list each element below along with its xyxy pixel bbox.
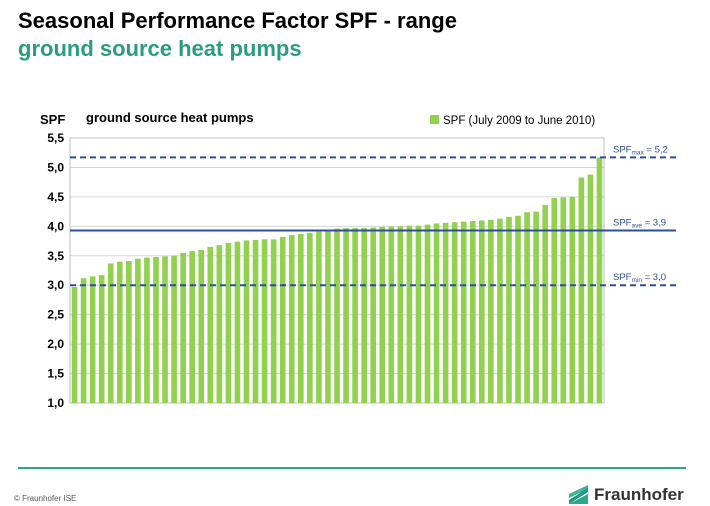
bar <box>506 216 512 403</box>
bar <box>379 226 386 403</box>
bar <box>153 256 159 403</box>
bar <box>560 197 567 403</box>
bar <box>370 227 377 403</box>
bar <box>288 235 295 403</box>
bar <box>216 245 223 403</box>
bar <box>234 241 241 403</box>
bar <box>578 177 585 403</box>
y-tick-label: 2,5 <box>47 308 64 322</box>
fraunhofer-logo: Fraunhofer <box>568 484 684 506</box>
bar <box>71 286 78 403</box>
bar <box>243 240 250 403</box>
bar <box>442 222 449 403</box>
reference-label-min: SPFmin = 3,0 <box>613 272 666 284</box>
bar <box>524 212 530 403</box>
y-tick-label: 2,0 <box>47 337 64 351</box>
bar <box>126 261 132 403</box>
reference-lines: SPFmax = 5,2 SPFave = 3,9 SPFmin = 3,0 <box>70 144 676 287</box>
bar <box>198 249 205 403</box>
bar <box>297 233 304 403</box>
bar <box>144 257 150 403</box>
logo-text: Fraunhofer <box>594 485 684 504</box>
bar <box>135 258 141 403</box>
bar <box>497 218 503 403</box>
bar <box>424 224 431 403</box>
page-subtitle: ground source heat pumps <box>18 36 302 61</box>
bar <box>116 261 123 403</box>
bar <box>397 226 404 403</box>
y-tick-label: 5,5 <box>47 131 64 145</box>
bar <box>279 236 286 403</box>
y-tick-label: 5,0 <box>47 160 64 174</box>
bar <box>270 239 277 403</box>
gridlines <box>69 137 605 404</box>
bar <box>388 226 395 403</box>
bar <box>162 256 168 403</box>
bar <box>343 228 349 403</box>
bar <box>180 252 186 403</box>
chart-title: ground source heat pumps <box>86 110 254 125</box>
bar <box>569 196 576 403</box>
page-title: Seasonal Performance Factor SPF - range <box>18 8 457 33</box>
bar <box>406 225 413 403</box>
fraunhofer-logo-icon <box>569 485 588 504</box>
bar <box>587 174 594 403</box>
bar <box>307 232 313 403</box>
bar <box>334 228 340 403</box>
bar <box>433 223 440 403</box>
bar <box>415 225 422 403</box>
bars <box>71 157 603 403</box>
bar <box>261 239 268 403</box>
reference-label-ave: SPFave = 3,9 <box>613 217 666 229</box>
bar <box>451 222 458 403</box>
legend-label: SPF (July 2009 to June 2010) <box>443 115 595 127</box>
bar <box>515 215 521 403</box>
bar <box>361 228 367 403</box>
footer-divider <box>18 467 686 469</box>
bar <box>488 219 494 403</box>
copyright-text: © Fraunhofer ISE <box>14 494 77 503</box>
bar <box>596 157 603 403</box>
bar <box>469 221 476 403</box>
y-tick-label: 4,5 <box>47 190 64 204</box>
bar <box>89 276 96 403</box>
bar <box>479 220 485 403</box>
bar <box>80 278 87 403</box>
bar <box>252 239 259 403</box>
y-tick-labels: 1,0 1,5 2,0 2,5 3,0 3,5 4,0 4,5 5,0 5,5 <box>47 131 64 410</box>
legend-swatch <box>430 115 439 124</box>
bar <box>98 275 105 403</box>
bar <box>207 246 214 403</box>
bar <box>189 251 195 403</box>
bar <box>542 205 548 403</box>
bar <box>225 242 232 403</box>
spf-bar-chart: SPFmax = 5,2 SPFave = 3,9 SPFmin = 3,0 1,0… <box>40 110 676 410</box>
bar <box>533 211 539 403</box>
bar <box>352 228 358 403</box>
y-tick-label: 4,0 <box>47 219 64 233</box>
bar <box>325 229 331 403</box>
reference-label-max: SPFmax = 5,2 <box>613 144 668 156</box>
bar <box>460 221 467 403</box>
bar <box>316 231 322 403</box>
y-tick-label: 1,5 <box>47 367 64 381</box>
y-axis-label: SPF <box>40 112 65 127</box>
bar <box>171 255 177 403</box>
y-tick-label: 3,5 <box>47 249 64 263</box>
bar <box>551 198 558 403</box>
y-tick-label: 3,0 <box>47 278 64 292</box>
bar <box>107 263 114 403</box>
y-tick-label: 1,0 <box>47 396 64 410</box>
